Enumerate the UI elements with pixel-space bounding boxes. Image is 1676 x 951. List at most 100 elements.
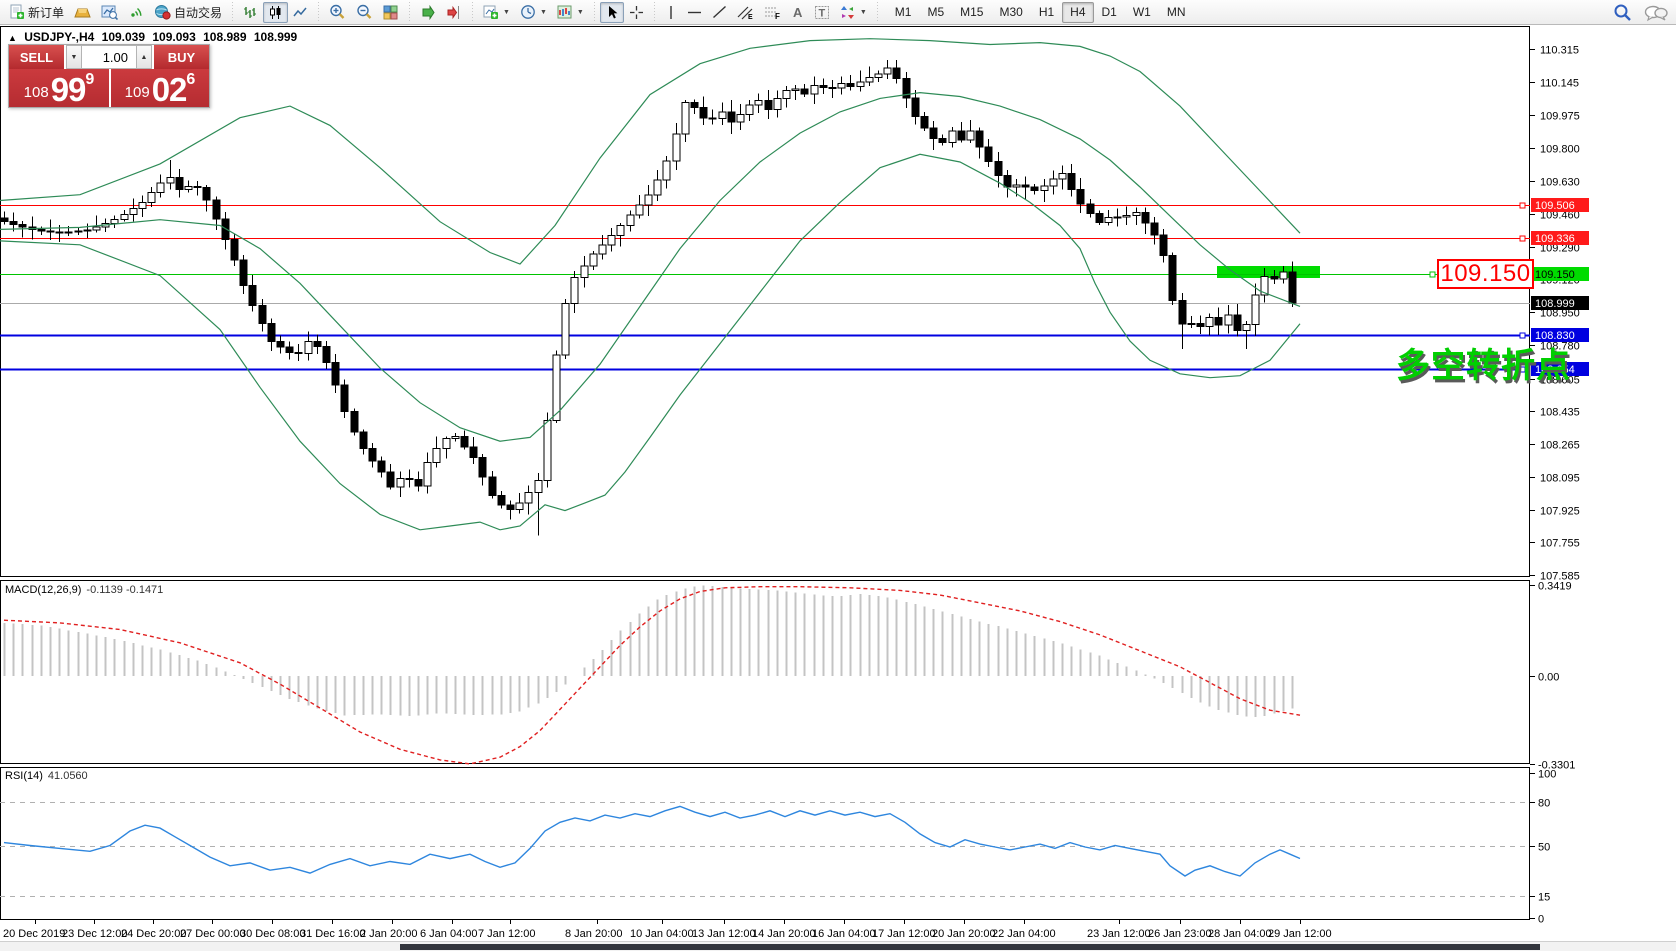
line-chart-button[interactable] [288, 2, 313, 23]
sell-button[interactable]: SELL [9, 45, 64, 69]
chart-profile-icon [101, 4, 119, 20]
period-button[interactable]: ▼ [515, 2, 552, 23]
candle-body [865, 77, 874, 83]
candle-body [1040, 185, 1049, 192]
zoom-in-button[interactable] [324, 2, 351, 23]
tf-button-M5[interactable]: M5 [927, 5, 945, 19]
candle-body [1270, 275, 1279, 280]
candle-body [175, 177, 184, 190]
label-button[interactable]: T [809, 2, 835, 23]
highlight-zone-rect[interactable] [1217, 265, 1320, 278]
new-order-label: 新订单 [28, 5, 65, 20]
tf-button-H4[interactable]: H4 [1062, 1, 1094, 23]
chevron-down-icon: ▼ [859, 8, 867, 16]
tf-button-MN[interactable]: MN [1166, 5, 1186, 19]
vline-button[interactable] [660, 2, 682, 23]
pane-frame-0 [0, 26, 1530, 577]
date-label: 20 Jan 20:00 [932, 928, 996, 940]
buy-button[interactable]: BUY [154, 45, 209, 69]
search-icon[interactable] [1613, 3, 1632, 22]
tf-button-M1[interactable]: M1 [894, 5, 912, 19]
autotrading-button[interactable]: 自动交易 [149, 2, 227, 23]
signal-button[interactable] [123, 2, 149, 23]
new-chart-button[interactable]: ▼ [478, 2, 515, 23]
auto-scroll-button[interactable] [415, 2, 441, 23]
background-layer [0, 26, 1530, 920]
new-order-button[interactable]: 新订单 [4, 2, 69, 23]
toolbar-separator [874, 2, 880, 22]
candle-body [874, 73, 883, 79]
auto-scroll-icon [420, 4, 436, 20]
tile-windows-button[interactable] [378, 2, 404, 23]
sell-price-handle: 108 [23, 84, 49, 101]
candle-body [488, 476, 497, 496]
arrows-button[interactable]: ▼ [835, 2, 872, 23]
pane-frame-1 [0, 580, 1530, 764]
channel-button[interactable]: E [732, 2, 759, 23]
bollinger-lower [0, 153, 1301, 531]
sell-price-tile[interactable]: 108 99 9 [9, 69, 109, 107]
chevron-down-icon: ▼ [576, 8, 584, 16]
hline-handle[interactable] [1519, 235, 1526, 242]
collapse-icon[interactable]: ▲ [8, 33, 17, 43]
fibo-button[interactable]: F [759, 2, 786, 23]
candle-chart-button[interactable] [263, 1, 289, 23]
price-tick-label: 108.095 [1540, 473, 1580, 485]
price-badge-label: 109.506 [1535, 200, 1575, 212]
tf-button-H1[interactable]: H1 [1038, 5, 1055, 19]
turning-point-text-object[interactable]: 多空转折点 [1396, 347, 1571, 385]
tf-button-M30[interactable]: M30 [999, 5, 1023, 19]
candle-body [1279, 271, 1288, 280]
hline-handle[interactable] [1429, 271, 1436, 278]
price-tick-label: 110.315 [1540, 45, 1579, 57]
candle-body [1049, 178, 1058, 187]
trendline-button[interactable] [707, 2, 732, 23]
price-level-label-object[interactable]: 109.150 [1437, 259, 1534, 289]
tf-button-D1[interactable]: D1 [1101, 5, 1117, 19]
toolbar-separator [591, 2, 597, 22]
tf-button-M15[interactable]: M15 [960, 5, 984, 19]
candle-body [1141, 211, 1150, 224]
volume-input[interactable] [82, 45, 136, 69]
candle-body [239, 259, 248, 286]
candle-body [350, 410, 359, 433]
chat-icon[interactable] [1644, 4, 1668, 22]
hline-handle[interactable] [1519, 332, 1526, 339]
hline-handle[interactable] [1519, 366, 1526, 373]
ohlc-open: 109.039 [101, 30, 146, 44]
rsi-tick-label: 80 [1538, 798, 1550, 810]
candle-body [276, 341, 285, 348]
candle-body [938, 138, 947, 143]
autotrading-label: 自动交易 [174, 5, 223, 20]
candle-body [828, 86, 837, 89]
candle-body [929, 127, 938, 140]
chart-profile-button[interactable] [96, 2, 123, 23]
candle-body [1086, 203, 1095, 215]
bar-chart-button[interactable] [238, 2, 263, 23]
volume-down-button[interactable]: ▼ [66, 45, 82, 69]
chart-shift-button[interactable] [441, 2, 467, 23]
timeframe-group: M1 M5 M15 M30 H1 H4 D1 W1 MN [887, 1, 1194, 23]
text-button[interactable]: A [786, 2, 809, 23]
template-button[interactable]: ▼ [552, 2, 589, 23]
date-label: 28 Jan 04:00 [1208, 928, 1272, 940]
cursor-button[interactable] [599, 1, 624, 23]
crosshair-button[interactable] [624, 2, 649, 23]
tf-button-W1[interactable]: W1 [1132, 5, 1151, 19]
symbol-header[interactable]: ▲ USDJPY-,H4 109.039 109.093 108.989 108… [8, 30, 301, 44]
gold-button[interactable] [69, 2, 96, 23]
scrollbar-thumb[interactable] [400, 944, 1540, 950]
candle-body [782, 90, 791, 100]
candle-body [607, 234, 616, 246]
volume-up-button[interactable]: ▲ [136, 45, 152, 69]
hline-button[interactable] [682, 2, 707, 23]
hline-handle[interactable] [1519, 202, 1526, 209]
candle-body [285, 346, 294, 353]
candle-body [18, 223, 27, 228]
horizontal-scrollbar[interactable] [0, 941, 1676, 951]
buy-price-tile[interactable]: 109 02 6 [109, 69, 209, 107]
zoom-out-button[interactable] [351, 2, 378, 23]
candle-body [524, 492, 533, 504]
candle-body [9, 221, 18, 225]
candle-body [469, 446, 478, 458]
